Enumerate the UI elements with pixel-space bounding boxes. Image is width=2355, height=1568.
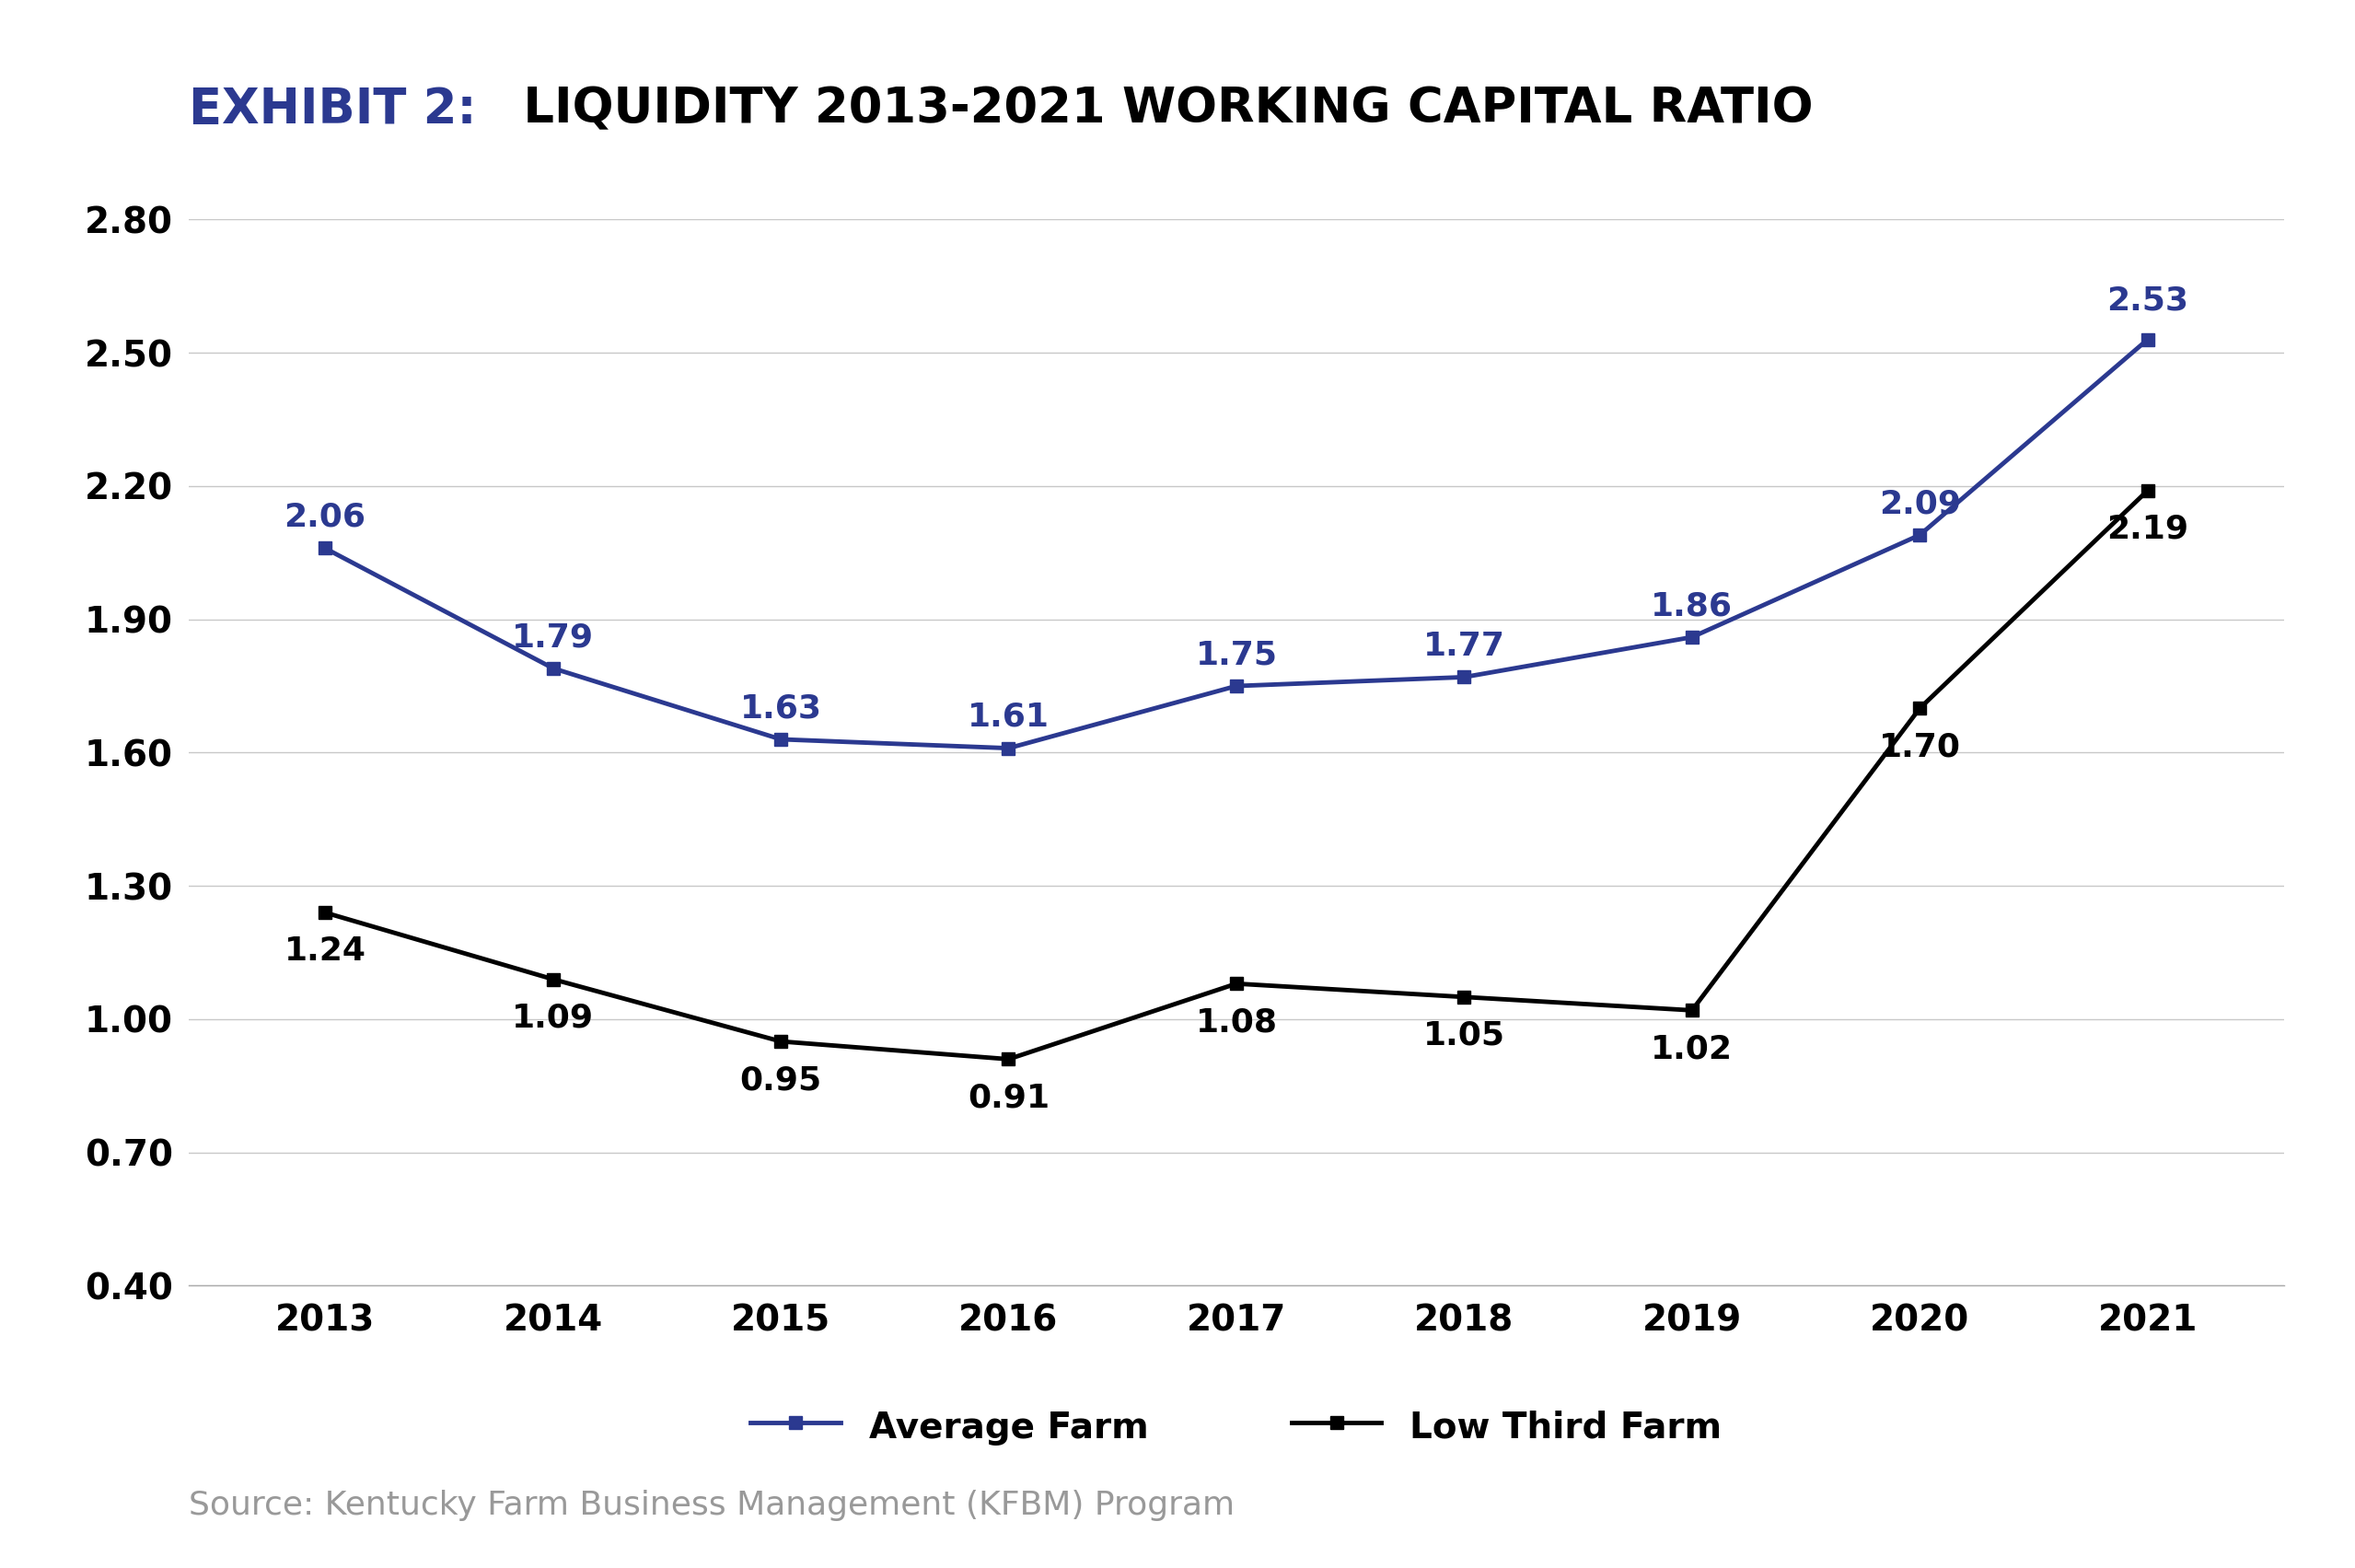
Text: 1.75: 1.75 — [1196, 640, 1276, 671]
Text: 1.77: 1.77 — [1422, 630, 1505, 662]
Text: 2.53: 2.53 — [2108, 285, 2188, 317]
Text: 1.63: 1.63 — [739, 693, 822, 724]
Legend: Average Farm, Low Third Farm: Average Farm, Low Third Farm — [737, 1394, 1736, 1460]
Text: 1.70: 1.70 — [1879, 731, 1962, 762]
Text: LIQUIDITY 2013-2021 WORKING CAPITAL RATIO: LIQUIDITY 2013-2021 WORKING CAPITAL RATI… — [506, 85, 1813, 133]
Text: Source: Kentucky Farm Business Management (KFBM) Program: Source: Kentucky Farm Business Managemen… — [188, 1490, 1234, 1521]
Text: 1.79: 1.79 — [511, 621, 593, 652]
Text: 2.19: 2.19 — [2108, 514, 2188, 544]
Text: 2.09: 2.09 — [1879, 488, 1962, 519]
Text: 1.61: 1.61 — [968, 701, 1050, 732]
Text: 0.95: 0.95 — [739, 1065, 822, 1096]
Text: 2.06: 2.06 — [285, 502, 365, 533]
Text: 1.24: 1.24 — [285, 936, 365, 967]
Text: 1.05: 1.05 — [1422, 1021, 1505, 1051]
Text: 1.02: 1.02 — [1651, 1033, 1733, 1065]
Text: 0.91: 0.91 — [968, 1082, 1050, 1113]
Text: 1.86: 1.86 — [1651, 591, 1733, 622]
Text: 1.08: 1.08 — [1196, 1007, 1276, 1038]
Text: EXHIBIT 2:: EXHIBIT 2: — [188, 85, 476, 133]
Text: 1.09: 1.09 — [511, 1002, 593, 1033]
